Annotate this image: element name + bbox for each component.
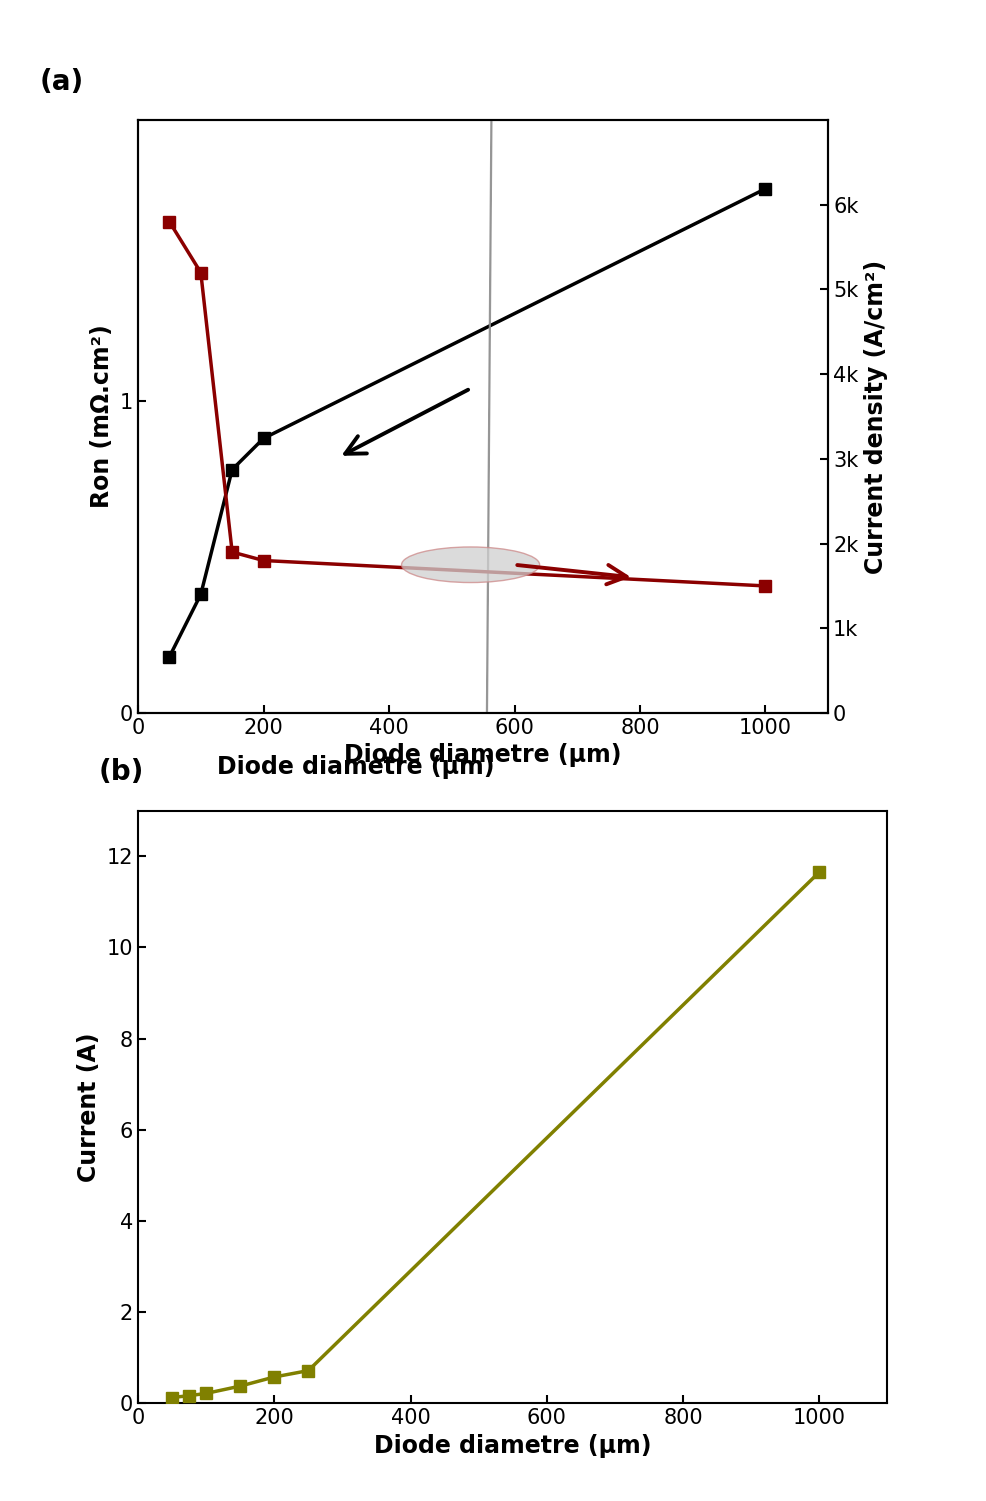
X-axis label: Diode diametre (μm): Diode diametre (μm) <box>344 743 622 767</box>
Text: (a): (a) <box>39 68 84 96</box>
Y-axis label: Current (A): Current (A) <box>77 1033 102 1181</box>
Ellipse shape <box>401 546 539 582</box>
X-axis label: Diode diametre (μm): Diode diametre (μm) <box>374 1433 652 1457</box>
Y-axis label: Ron (mΩ.cm²): Ron (mΩ.cm²) <box>91 324 114 509</box>
Ellipse shape <box>423 0 556 1501</box>
Y-axis label: Current density (A/cm²): Current density (A/cm²) <box>864 260 888 573</box>
Text: (b): (b) <box>99 758 144 787</box>
Text: Diode diametre (μm): Diode diametre (μm) <box>217 755 494 779</box>
